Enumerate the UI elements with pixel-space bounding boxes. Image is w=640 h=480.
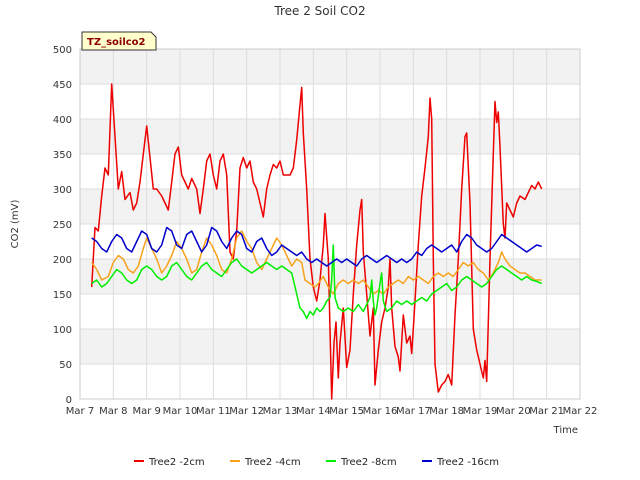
- background-band: [80, 364, 580, 399]
- y-tick-label: 150: [53, 290, 72, 301]
- x-tick-label: Mar 20: [496, 406, 531, 417]
- y-tick-label: 500: [53, 45, 72, 56]
- annotation-tag: TZ_soilco2: [81, 31, 157, 51]
- y-tick-label: 300: [53, 185, 72, 196]
- y-tick-label: 400: [53, 115, 72, 126]
- x-tick-label: Mar 22: [563, 406, 598, 417]
- y-axis: 0 50 100 150 200 250 300 350 400 450 500: [53, 45, 72, 406]
- legend-label: Tree2 -2cm: [148, 457, 205, 468]
- x-tick-label: Mar 21: [529, 406, 564, 417]
- background-band: [80, 119, 580, 154]
- x-tick-label: Mar 12: [229, 406, 264, 417]
- x-tick-label: Mar 15: [329, 406, 364, 417]
- y-tick-label: 50: [59, 360, 72, 371]
- y-tick-label: 450: [53, 80, 72, 91]
- legend: Tree2 -2cm Tree2 -4cm Tree2 -8cm Tree2 -16c…: [134, 457, 499, 468]
- x-tick-label: Mar 13: [263, 406, 298, 417]
- series-line-2: [91, 230, 542, 295]
- series-line-1: [90, 83, 543, 400]
- series-line-3: [91, 244, 542, 320]
- y-tick-label: 200: [53, 255, 72, 266]
- x-tick-label: Mar 16: [363, 406, 398, 417]
- annotation-tag-box: [81, 31, 157, 51]
- x-tick-label: Mar 18: [429, 406, 464, 417]
- series-line-4: [91, 226, 542, 267]
- y-axis-title: CO2 (mV): [10, 200, 21, 249]
- y-tick-label: 0: [66, 395, 72, 406]
- y-tick-label: 250: [53, 220, 72, 231]
- x-tick-label: Mar 19: [463, 406, 498, 417]
- x-tick-label: Mar 11: [196, 406, 231, 417]
- background-band: [80, 189, 580, 224]
- background-band: [80, 84, 580, 119]
- background-band: [80, 49, 580, 84]
- x-tick-label: Mar 10: [163, 406, 198, 417]
- legend-label: Tree2 -16cm: [436, 457, 499, 468]
- annotation-tag-text: TZ_soilco2: [87, 37, 146, 48]
- legend-label: Tree2 -4cm: [244, 457, 301, 468]
- y-tick-label: 350: [53, 150, 72, 161]
- series-layer: [90, 83, 543, 400]
- x-tick-label: Mar 9: [132, 406, 160, 417]
- x-tick-label: Mar 17: [396, 406, 431, 417]
- y-tick-label: 100: [53, 325, 72, 336]
- background-band: [80, 154, 580, 189]
- x-tick-label: Mar 14: [296, 406, 331, 417]
- plot-frame: [79, 48, 581, 400]
- legend-label: Tree2 -8cm: [340, 457, 397, 468]
- x-axis-title: Time: [553, 425, 578, 436]
- chart-title: Tree 2 Soil CO2: [273, 4, 365, 18]
- x-tick-label: Mar 7: [66, 406, 94, 417]
- x-tick-label: Mar 8: [99, 406, 127, 417]
